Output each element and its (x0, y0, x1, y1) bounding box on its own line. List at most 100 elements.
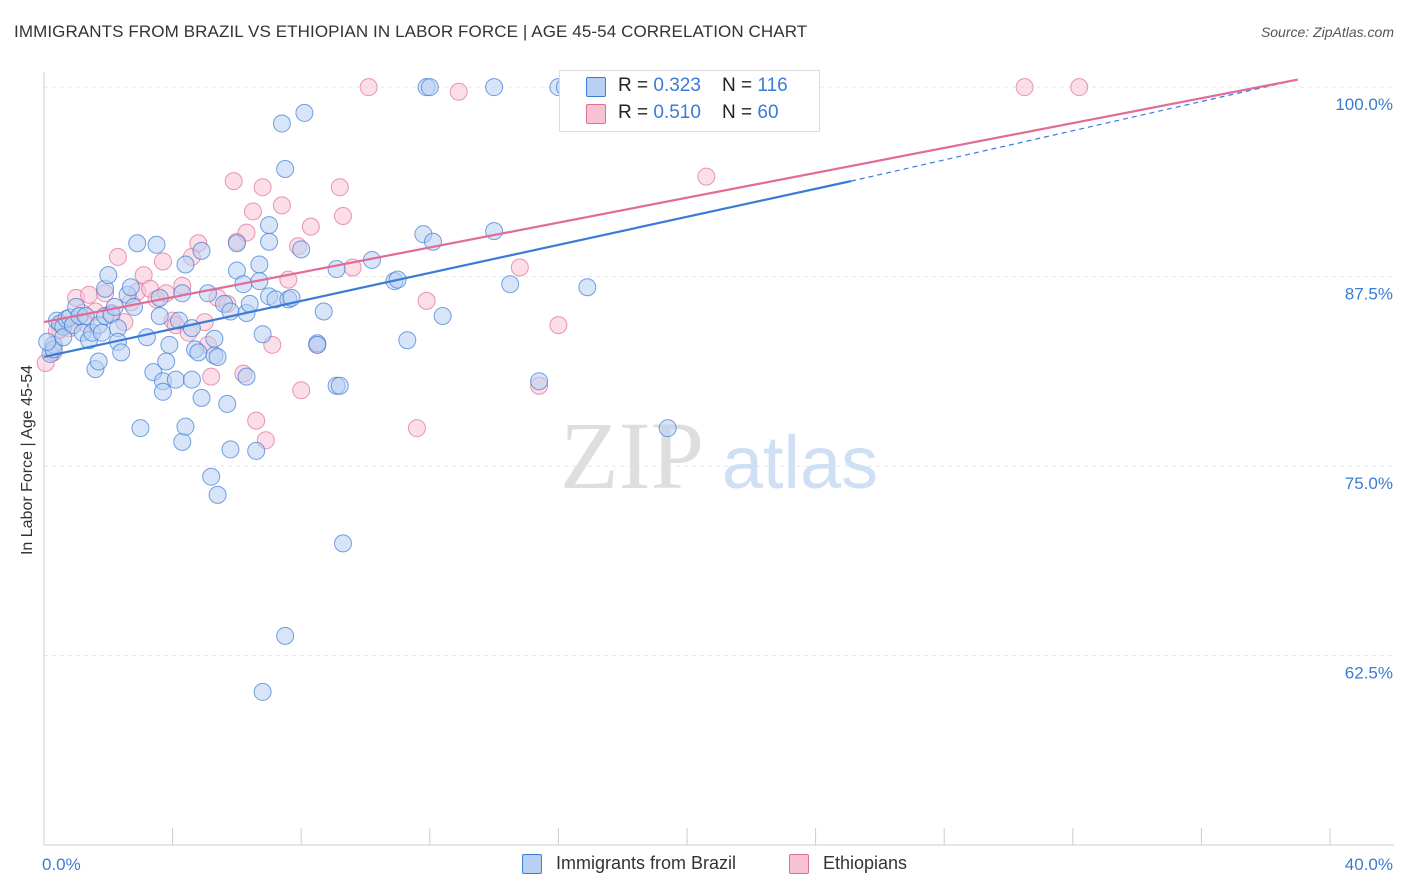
legend-row-ethiopians: R = 0.510 N = 60 (560, 102, 819, 126)
trend-lines (43, 78, 1299, 359)
brazil-point (272, 114, 291, 133)
brazil-point (147, 235, 166, 254)
ethiopians-point (359, 78, 378, 97)
correlation-legend: R = 0.323 N = 116 R = 0.510 N = 60 (559, 70, 820, 132)
brazil-point (99, 266, 118, 285)
bottom-legend-swatch-blue (522, 854, 542, 874)
brazil-point (398, 331, 417, 350)
legend-n-value: 116 (757, 75, 788, 96)
ethiopians-trend-line (43, 78, 1299, 324)
brazil-point (208, 347, 227, 366)
brazil-point (137, 328, 156, 347)
brazil-point (253, 325, 272, 344)
ethiopians-point (301, 217, 320, 236)
y-tick-label: 87.5% (1345, 285, 1393, 304)
brazil-trend-extension (850, 78, 1298, 182)
brazil-trend-line (43, 180, 852, 359)
ethiopians-point (253, 178, 272, 197)
brazil-point (89, 352, 108, 371)
brazil-point (327, 260, 346, 279)
axes (43, 72, 1394, 846)
ethiopians-point (292, 381, 311, 400)
brazil-point (173, 432, 192, 451)
source-credit: Source: ZipAtlas.com (1260, 24, 1394, 40)
brazil-point (198, 284, 217, 303)
x-tick-label: 40.0% (1345, 855, 1393, 874)
ethiopians-point (224, 172, 243, 191)
brazil-point (182, 319, 201, 338)
ethiopians-point (1070, 78, 1089, 97)
bottom-legend-label-ethiopians: Ethiopians (823, 853, 908, 873)
watermark-atlas: atlas (722, 421, 878, 504)
brazil-point (128, 234, 147, 253)
brazil-point (330, 376, 349, 395)
brazil-point (92, 323, 111, 342)
brazil-point (160, 335, 179, 354)
brazil-point (205, 329, 224, 348)
ethiopians-point (697, 167, 716, 186)
legend-r-label: R = (618, 102, 654, 123)
brazil-point (38, 332, 57, 351)
brazil-point (112, 343, 131, 362)
ethiopians-point (549, 316, 568, 335)
brazil-point (176, 417, 195, 436)
ethiopians-point (417, 291, 436, 310)
ethiopians-point (202, 367, 221, 386)
watermark: ZIP atlas (560, 402, 878, 509)
brazil-point (276, 626, 295, 645)
ethiopians-point (153, 252, 172, 271)
y-axis-label: In Labor Force | Age 45-54 (19, 364, 36, 556)
ethiopians-point (272, 196, 291, 215)
brazil-point (260, 232, 279, 251)
brazil-points (38, 78, 713, 701)
ethiopians-point (407, 419, 426, 438)
brazil-point (121, 278, 140, 297)
ethiopians-point (1015, 78, 1034, 97)
brazil-point (260, 216, 279, 235)
ethiopians-point (247, 411, 266, 430)
bottom-legend-swatch-pink (789, 854, 809, 874)
legend-swatch-blue (586, 77, 606, 97)
brazil-point (221, 440, 240, 459)
legend-row-brazil: R = 0.323 N = 116 (560, 75, 819, 99)
y-tick-label: 100.0% (1335, 95, 1393, 114)
brazil-point (227, 234, 246, 253)
brazil-point (530, 372, 549, 391)
brazil-point (292, 240, 311, 259)
brazil-point (433, 307, 452, 326)
bottom-legend-label-brazil: Immigrants from Brazil (556, 853, 737, 873)
brazil-point (250, 255, 269, 274)
brazil-point (192, 388, 211, 407)
brazil-point (131, 419, 150, 438)
brazil-point (314, 302, 333, 321)
ethiopians-point (243, 202, 262, 221)
brazil-point (578, 278, 597, 297)
brazil-point (202, 467, 221, 486)
brazil-point (333, 534, 352, 553)
brazil-point (153, 382, 172, 401)
y-tick-labels: 100.0% 87.5% 75.0% 62.5% (1335, 95, 1393, 682)
brazil-point (189, 343, 208, 362)
ethiopians-point (333, 206, 352, 225)
ethiopians-point (80, 285, 99, 304)
brazil-point (501, 275, 520, 294)
brazil-point (253, 682, 272, 701)
ethiopians-point (510, 258, 529, 277)
watermark-zip: ZIP (560, 402, 704, 509)
legend-n-value: 60 (757, 102, 779, 123)
brazil-point (295, 103, 314, 122)
brazil-point (150, 307, 169, 326)
legend-r-label: R = (618, 75, 654, 96)
brazil-point (658, 419, 677, 438)
brazil-point (218, 394, 237, 413)
legend-swatch-pink (586, 104, 606, 124)
brazil-point (276, 160, 295, 179)
brazil-point (166, 370, 185, 389)
brazil-point (192, 241, 211, 260)
brazil-point (182, 370, 201, 389)
brazil-point (420, 78, 439, 97)
y-tick-label: 75.0% (1345, 474, 1393, 493)
brazil-point (176, 255, 195, 274)
ethiopians-point (449, 82, 468, 101)
